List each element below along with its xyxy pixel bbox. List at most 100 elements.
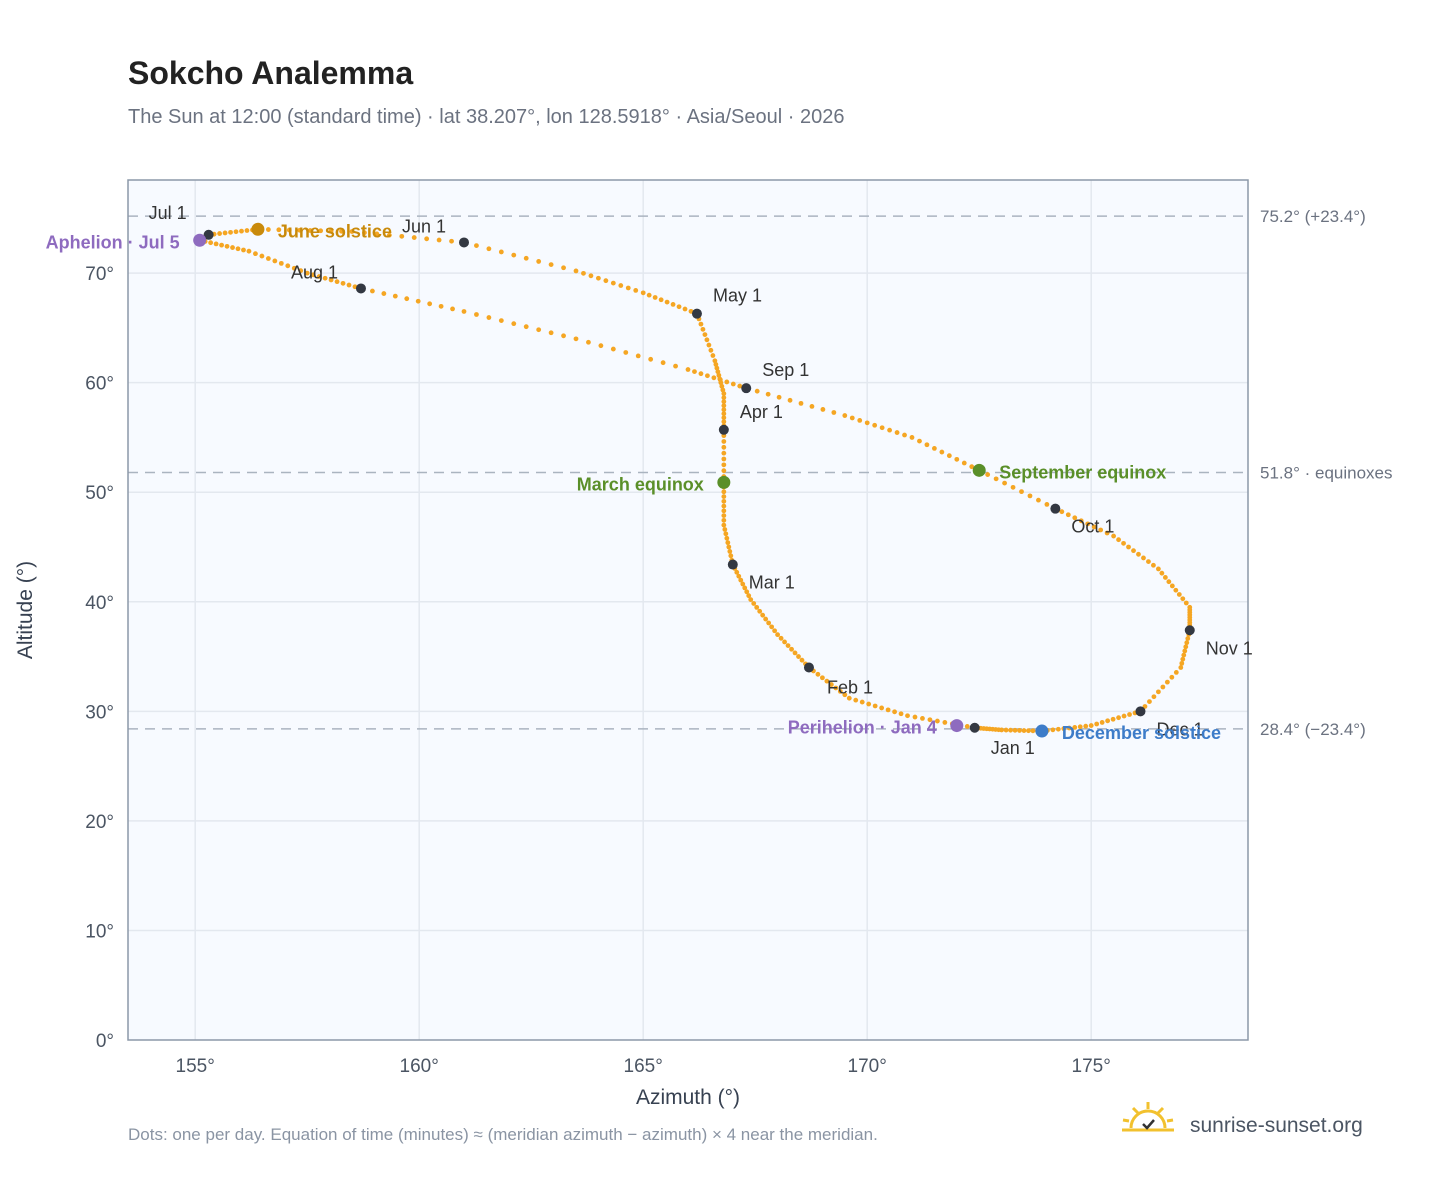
month-marker <box>459 237 469 248</box>
daily-dot <box>1127 712 1132 717</box>
daily-dot <box>278 260 284 266</box>
daily-dot <box>548 262 554 268</box>
month-marker <box>727 559 738 570</box>
daily-dot <box>374 231 380 237</box>
daily-dot <box>217 231 222 236</box>
month-label: Jan 1 <box>991 738 1035 758</box>
event-marker <box>972 463 986 477</box>
daily-dot <box>586 339 591 345</box>
daily-dot <box>866 701 872 707</box>
daily-dot <box>328 228 334 234</box>
daily-dot <box>1030 728 1036 734</box>
daily-dot <box>399 233 405 239</box>
daily-dot <box>222 230 228 236</box>
daily-dot <box>322 275 328 281</box>
daily-dot <box>1017 728 1022 733</box>
month-marker <box>718 424 729 435</box>
daily-dot <box>969 464 975 470</box>
daily-dot <box>334 279 340 285</box>
y-tick-label: 60° <box>85 374 114 395</box>
daily-dot <box>775 632 780 638</box>
brand-name[interactable]: sunrise-sunset.org <box>1190 1114 1363 1137</box>
daily-dot <box>244 228 250 233</box>
event-label: December solstice <box>1062 723 1221 743</box>
daily-dot <box>438 303 444 309</box>
daily-dot <box>1147 699 1152 704</box>
daily-dot <box>721 444 727 450</box>
y-tick-label: 0° <box>96 1031 114 1052</box>
daily-dot <box>721 456 727 462</box>
daily-dot <box>754 388 760 394</box>
daily-dot <box>1055 726 1061 732</box>
daily-dot <box>737 383 743 389</box>
daily-dot <box>887 427 892 433</box>
daily-dot <box>1003 727 1009 733</box>
daily-dot <box>879 705 885 711</box>
daily-dot <box>640 290 646 296</box>
daily-dot <box>362 230 367 236</box>
month-label: Sep 1 <box>762 360 809 380</box>
daily-dot <box>740 581 746 587</box>
daily-dot <box>603 278 609 284</box>
daily-dot <box>386 232 392 238</box>
daily-dot <box>658 297 664 303</box>
daily-dot <box>708 347 714 353</box>
daily-dot <box>857 418 863 423</box>
daily-dot <box>831 410 837 415</box>
daily-dot <box>573 336 579 342</box>
daily-dot <box>712 358 718 364</box>
daily-dot <box>304 270 310 276</box>
daily-dot <box>381 291 387 296</box>
reference-line-label: 51.8° · equinoxes <box>1260 464 1393 483</box>
month-marker <box>741 383 752 394</box>
month-label: Feb 1 <box>827 678 873 698</box>
x-axis-ticks: 155° 160° 165° 170° 175° <box>176 1056 1111 1077</box>
daily-dot <box>1085 521 1091 527</box>
footnote: Dots: one per day. Equation of time (min… <box>128 1125 878 1144</box>
daily-dot <box>727 548 733 554</box>
daily-dot <box>846 695 852 701</box>
daily-dot <box>239 228 244 234</box>
daily-dot <box>837 688 843 694</box>
daily-dot <box>633 288 639 293</box>
daily-dot <box>427 301 433 307</box>
daily-dot <box>698 371 704 377</box>
daily-dot <box>809 404 815 409</box>
daily-dot <box>486 246 492 252</box>
daily-dot <box>272 258 278 264</box>
daily-dot <box>721 489 727 495</box>
y-tick-label: 10° <box>85 921 114 942</box>
month-label: Oct 1 <box>1071 517 1114 537</box>
daily-dot <box>411 235 417 240</box>
daily-dot <box>523 255 529 261</box>
month-marker <box>969 722 980 733</box>
daily-dot <box>625 285 631 291</box>
daily-dot <box>1065 512 1071 518</box>
daily-dot <box>710 353 716 358</box>
daily-dot <box>939 449 945 455</box>
daily-dot <box>1136 551 1141 557</box>
daily-dot <box>721 391 727 397</box>
daily-dot <box>1164 679 1170 685</box>
daily-dot <box>523 324 529 330</box>
daily-dot <box>660 360 666 366</box>
daily-dot <box>596 275 601 281</box>
daily-dot <box>721 494 727 500</box>
daily-dot <box>905 713 910 719</box>
daily-dot <box>573 268 579 274</box>
daily-dot <box>265 256 271 261</box>
daily-dot <box>648 356 654 362</box>
daily-dot <box>824 678 830 684</box>
daily-dot <box>511 252 517 258</box>
daily-dot <box>646 292 652 298</box>
daily-dot <box>673 363 678 369</box>
daily-dot <box>1044 502 1050 507</box>
daily-dot <box>946 453 952 459</box>
daily-dot <box>912 714 918 720</box>
month-label: Jul 1 <box>149 203 187 223</box>
daily-dot <box>1183 600 1189 606</box>
daily-dot <box>1151 562 1156 568</box>
daily-dot <box>415 298 421 304</box>
x-tick-label: 160° <box>400 1056 439 1077</box>
